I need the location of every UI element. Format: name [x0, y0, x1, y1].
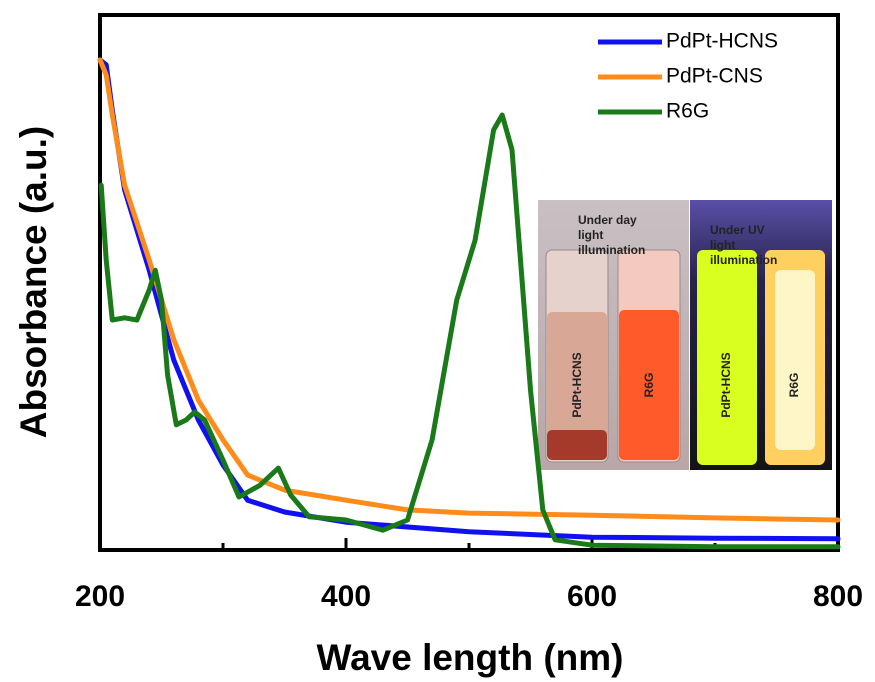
vial-label: PdPt-HCNS — [719, 352, 733, 417]
vial-liquid — [697, 250, 757, 465]
x-tick-label: 200 — [75, 580, 125, 613]
legend-label: R6G — [666, 100, 709, 123]
x-tick-label: 800 — [813, 580, 863, 613]
y-axis-title: Absorbance (a.u.) — [13, 126, 54, 439]
vial-label: R6G — [787, 373, 801, 398]
inset-title: Under day light illumination — [578, 213, 645, 257]
vial-glow — [775, 270, 815, 450]
legend-label: PdPt-HCNS — [666, 30, 778, 53]
line — [97, 57, 841, 523]
legend-label: PdPt-CNS — [666, 65, 763, 88]
x-tick-label: 400 — [321, 580, 371, 613]
vial-liquid — [547, 312, 607, 460]
inset-title: Under UV light illumination — [710, 223, 777, 267]
line — [98, 112, 841, 550]
vial-sediment — [547, 430, 607, 460]
x-axis-title: Wave length (nm) — [317, 637, 624, 678]
vial-label: R6G — [642, 373, 656, 398]
inset-photo: Under day light illumination Under UV light… — [538, 200, 832, 470]
vial-liquid — [619, 310, 679, 460]
x-tick-label: 600 — [567, 580, 617, 613]
vial-label: PdPt-HCNS — [570, 352, 584, 417]
